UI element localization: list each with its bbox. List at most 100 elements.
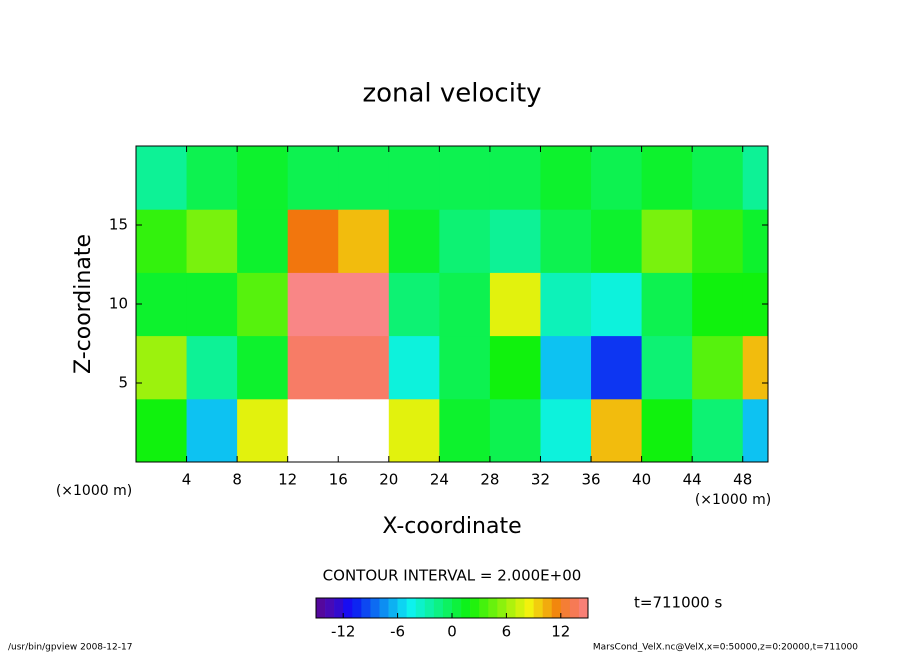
cell [186, 272, 238, 337]
colorbar-segment [542, 598, 553, 618]
x-tick-label: 16 [329, 471, 348, 489]
y-tick-label: 5 [118, 374, 128, 392]
cell [388, 398, 440, 462]
cell [287, 146, 339, 210]
cell [489, 272, 541, 337]
colorbar-segment [515, 598, 525, 618]
cell [489, 335, 541, 400]
colorbar-segment [461, 598, 471, 618]
cell [591, 335, 643, 400]
colorbar-segment [388, 598, 398, 618]
cell [338, 335, 390, 400]
cell [237, 272, 289, 337]
cell [540, 335, 592, 400]
cell [439, 209, 491, 273]
colorbar-segment [424, 598, 435, 618]
colorbar-segment [370, 598, 380, 618]
cell [742, 146, 768, 210]
y-unit: (×1000 m) [56, 483, 132, 499]
x-tick-label: 4 [182, 471, 192, 489]
colorbar-segment [379, 598, 389, 618]
colorbar-segment [334, 598, 344, 618]
colorbar-segment [578, 598, 589, 618]
cell [591, 398, 643, 462]
cell [692, 398, 744, 462]
y-axis-label: Z-coordinate [71, 234, 96, 374]
colorbar-segment [560, 598, 571, 618]
colorbar-tick-label: -6 [390, 623, 405, 641]
cell [338, 398, 390, 462]
colorbar-segment [343, 598, 353, 618]
cell [439, 398, 491, 462]
cell [237, 335, 289, 400]
colorbar-segment [551, 598, 562, 618]
colorbar-segment [325, 598, 335, 618]
colorbar-segment [352, 598, 362, 618]
time-label: t=711000 s [634, 594, 722, 612]
cell [237, 146, 289, 210]
cell [641, 272, 693, 337]
cell [641, 398, 693, 462]
colorbar-segment [533, 598, 543, 618]
cell [742, 335, 768, 400]
cell [388, 335, 440, 400]
colorbar-segment [406, 598, 417, 618]
x-tick-label: 48 [733, 471, 752, 489]
colorbar-segment [452, 598, 462, 618]
colorbar-segment [433, 598, 444, 618]
colorbar-segment [497, 598, 507, 618]
x-unit: (×1000 m) [695, 492, 771, 508]
chart-title: zonal velocity [362, 79, 541, 109]
cell [287, 272, 339, 337]
cell [641, 209, 693, 273]
cell [338, 146, 390, 210]
colorbar-segment [415, 598, 426, 618]
cell [237, 209, 289, 273]
x-tick-label: 24 [430, 471, 449, 489]
cell [287, 335, 339, 400]
colorbar-segment [316, 598, 326, 618]
cell [287, 398, 339, 462]
x-tick-label: 20 [379, 471, 398, 489]
cell [540, 272, 592, 337]
cell [186, 209, 238, 273]
colorbar-segment [361, 598, 371, 618]
cell [742, 398, 768, 462]
cell [439, 335, 491, 400]
cell [489, 398, 541, 462]
cell [338, 272, 390, 337]
cell [439, 146, 491, 210]
cell [136, 272, 188, 337]
cell [338, 209, 390, 273]
field [136, 146, 768, 462]
cell [439, 272, 491, 337]
cell [641, 335, 693, 400]
colorbar-tick-label: -12 [331, 623, 356, 641]
footer-left: /usr/bin/gpview 2008-12-17 [8, 643, 132, 653]
cell [186, 398, 238, 462]
cell [136, 335, 188, 400]
x-axis-label: X-coordinate [382, 514, 521, 539]
x-tick-label: 44 [683, 471, 702, 489]
cell [742, 209, 768, 273]
cell [136, 146, 188, 210]
x-tick-label: 12 [278, 471, 297, 489]
contour-interval: CONTOUR INTERVAL = 2.000E+00 [323, 567, 582, 585]
colorbar-segment [488, 598, 498, 618]
cell [237, 398, 289, 462]
cell [388, 146, 440, 210]
x-tick-label: 32 [531, 471, 550, 489]
colorbar-tick-label: 0 [447, 623, 457, 641]
y-tick-label: 15 [109, 216, 128, 234]
cell [692, 335, 744, 400]
cell [388, 209, 440, 273]
colorbar-segment [569, 598, 580, 618]
cell [540, 209, 592, 273]
cell [136, 209, 188, 273]
colorbar-segment [524, 598, 534, 618]
colorbar-segment [506, 598, 516, 618]
cell [692, 272, 744, 337]
cell [591, 272, 643, 337]
cell [540, 146, 592, 210]
